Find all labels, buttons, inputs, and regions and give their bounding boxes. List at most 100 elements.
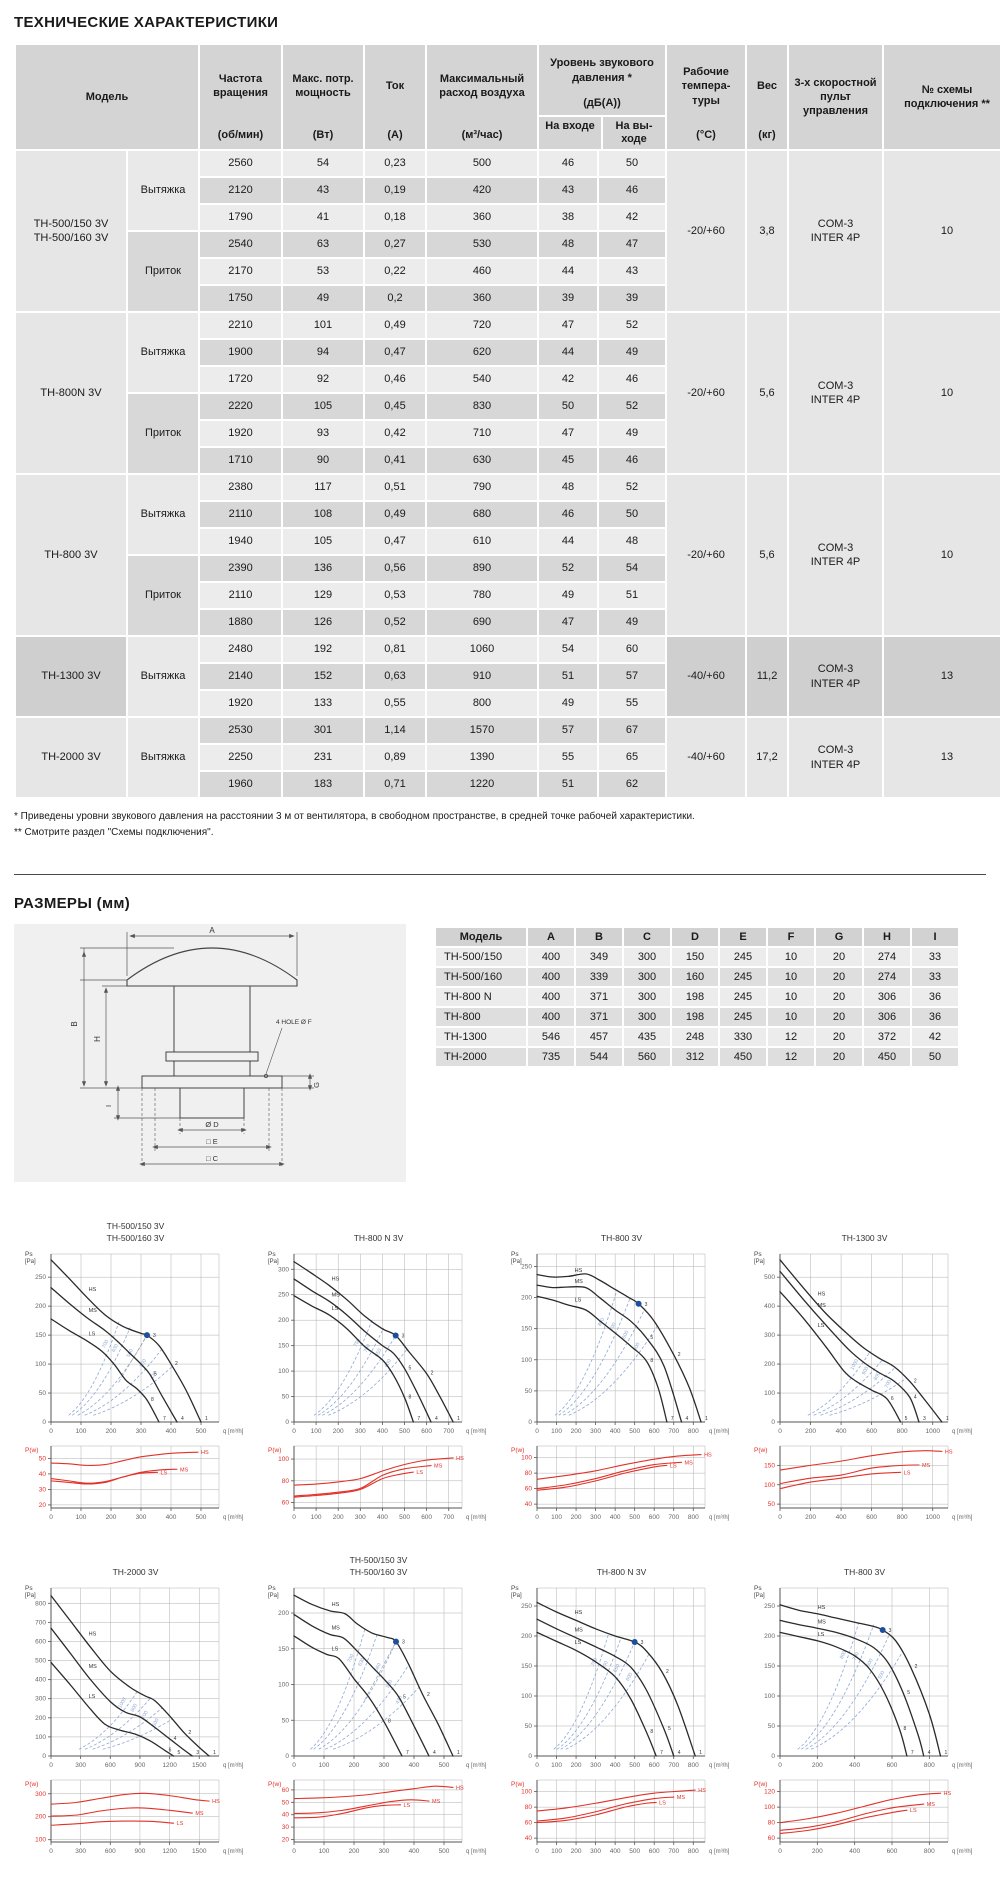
chart-text: 0 xyxy=(42,1753,46,1760)
chart-text: Ps xyxy=(25,1585,33,1592)
header-title: 3-х скоростной пульт управления xyxy=(794,76,877,118)
chart-text: 0 xyxy=(49,1848,53,1855)
chart-title: TH-500/150 3V TH-500/160 3V xyxy=(350,1552,408,1578)
chart-text: HS xyxy=(88,1631,96,1637)
chart-text: 100 xyxy=(764,1390,775,1397)
chart-text: P(w) xyxy=(268,1781,281,1788)
system-resistance-curve xyxy=(568,1325,658,1416)
spec-table-section: Модель Частота вращения (об/мин) Макс. потр… xyxy=(14,43,1000,799)
spec-value-cell: 1710 xyxy=(200,448,281,473)
power-chart: 20 30 40 50 60 0 100 200 300 400 500 q [m³/h] P(w) HS… xyxy=(268,1779,486,1855)
chart-text: 300 xyxy=(378,1762,389,1769)
spec-header-cell: Уровень звукового давления * (дБ(А)) На вх… xyxy=(539,45,666,149)
header-title: Вес xyxy=(756,80,778,93)
curve-HS xyxy=(292,1260,454,1423)
chart-text: 50 xyxy=(281,1394,289,1401)
dims-header-cell: A xyxy=(528,928,574,946)
header-wrap: Частота вращения (об/мин) xyxy=(200,45,281,149)
dims-cell: 160 xyxy=(672,968,718,986)
spec-value-cell: 39 xyxy=(599,286,666,311)
chart-text: HS xyxy=(212,1799,220,1805)
chart-text: MS xyxy=(331,1292,340,1298)
system-resistance-curve xyxy=(553,1632,609,1750)
spec-row: 1750 49 0,2 360 39 39 xyxy=(16,286,1000,311)
dims-cell: 10 xyxy=(768,988,814,1006)
curve-LS xyxy=(778,1631,908,1757)
system-resistance-curve xyxy=(309,1627,366,1750)
chart-text: 200 xyxy=(570,1428,581,1435)
chart-text: 700 xyxy=(668,1428,679,1435)
chart-text: 560 xyxy=(373,1662,382,1672)
spec-value-cell: 1750 xyxy=(200,286,281,311)
spec-value-cell: 2220 xyxy=(200,394,281,419)
chart-title-line: TH-800 3V xyxy=(600,1232,643,1243)
system-resistance-curve xyxy=(77,1334,148,1416)
chart-text: 200 xyxy=(278,1317,289,1324)
chart-text: 5 xyxy=(154,1371,157,1377)
spec-value-cell: 51 xyxy=(599,583,666,608)
spec-value-cell: 101 xyxy=(283,313,363,338)
chart-title: TH-1300 3V xyxy=(842,1218,888,1244)
chart-text: 60 xyxy=(281,1500,289,1507)
chart-text: 150 xyxy=(278,1646,289,1653)
dims-cell: 20 xyxy=(816,1008,862,1026)
chart-text: 100 xyxy=(278,1368,289,1375)
spec-value-cell: 105 xyxy=(283,529,363,554)
dims-cell: 450 xyxy=(864,1048,910,1066)
spec-value-cell: 2110 xyxy=(200,583,281,608)
model-cell: TH-800 3V xyxy=(16,475,126,635)
chart-text: HS xyxy=(574,1268,582,1274)
spec-value-cell: 1720 xyxy=(200,367,281,392)
chart-text: q [m³/h] xyxy=(223,1429,244,1435)
remote-cell: COM-3 INTER 4P xyxy=(789,313,883,473)
mode-cell: Приток xyxy=(128,556,198,635)
spec-value-cell: 45 xyxy=(539,448,597,473)
chart-text: q [m³/h] xyxy=(709,1429,730,1435)
spec-value-cell: 1790 xyxy=(200,205,281,230)
chart-text: B xyxy=(70,1021,79,1026)
mode-cell: Вытяжка xyxy=(128,475,198,554)
chart-text: 600 xyxy=(866,1514,877,1521)
chart-text: 5 xyxy=(904,1416,907,1422)
spec-value-cell: 360 xyxy=(427,205,537,230)
chart-text: 300 xyxy=(590,1514,601,1521)
chart-text: 300 xyxy=(135,1428,146,1435)
chart-text: □ C xyxy=(206,1154,219,1163)
chart-text: 50 xyxy=(767,1501,775,1508)
chart-text: 200 xyxy=(35,1303,46,1310)
dims-cell: TH-500/150 xyxy=(436,948,526,966)
chart-text: LS xyxy=(659,1800,666,1806)
chart-block: TH-500/150 3V TH-500/160 3V 0 50 100 150 200 0 1… xyxy=(257,1552,500,1860)
curve-HS xyxy=(778,1259,943,1423)
spec-row: 1960 183 0,71 1220 51 62 xyxy=(16,772,1000,797)
spec-value-cell: 49 xyxy=(283,286,363,311)
dims-cell: 349 xyxy=(576,948,622,966)
chart-text: 2 xyxy=(430,1371,433,1377)
chart-text: 600 xyxy=(621,1330,630,1340)
header-unit: (Вт) xyxy=(312,128,334,141)
chart-text: 0 xyxy=(778,1848,782,1855)
temp-cell: -40/+60 xyxy=(667,718,746,797)
chart-text: 100 xyxy=(35,1361,46,1368)
chart-title-line: TH-800 3V xyxy=(843,1566,886,1577)
chart-text: 100 xyxy=(35,1837,46,1844)
spec-row: 1940 105 0,47 610 44 48 xyxy=(16,529,1000,554)
spec-value-cell: 0,71 xyxy=(365,772,425,797)
spec-value-cell: 0,49 xyxy=(365,313,425,338)
curve-MS xyxy=(49,1468,178,1484)
spec-value-cell: 630 xyxy=(427,448,537,473)
dims-cell: 306 xyxy=(864,1008,910,1026)
chart-text: q [m³/h] xyxy=(952,1763,973,1769)
chart-text: 80 xyxy=(281,1478,289,1485)
chart-text: 7 xyxy=(417,1416,420,1422)
spec-value-cell: 47 xyxy=(539,313,597,338)
spec-row: 1880 126 0,52 690 47 49 xyxy=(16,610,1000,635)
chart-text: 300 xyxy=(35,1696,46,1703)
dims-cell: 36 xyxy=(912,1008,958,1026)
curve-MS xyxy=(535,1284,682,1423)
chart-text: LS xyxy=(817,1323,824,1329)
header-wrap: Рабочие темпера- туры (°С) xyxy=(667,45,745,149)
chart-text: LS xyxy=(574,1640,581,1646)
chart-text: Ps xyxy=(511,1251,519,1258)
